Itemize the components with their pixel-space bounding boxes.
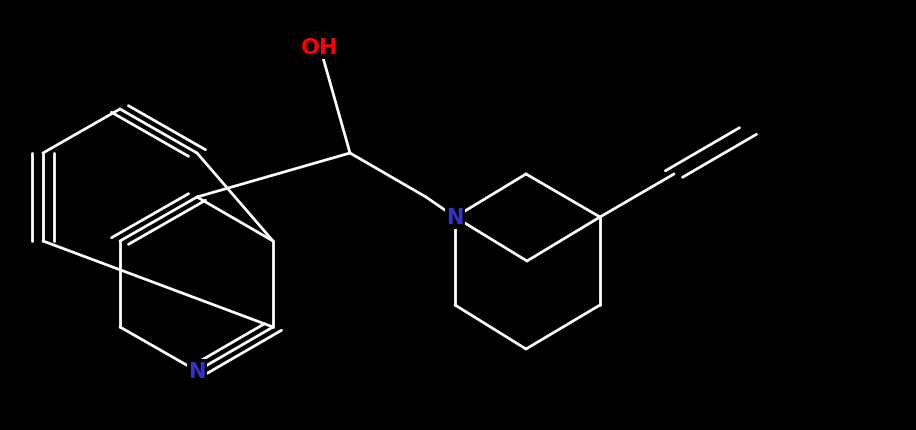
Text: OH: OH	[301, 38, 339, 58]
Text: N: N	[189, 361, 206, 381]
Text: N: N	[446, 208, 463, 227]
